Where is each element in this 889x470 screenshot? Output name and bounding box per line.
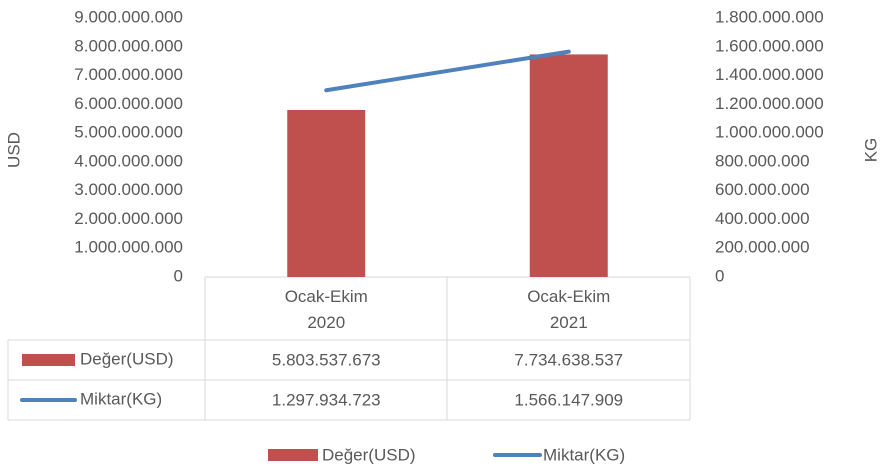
line-series [324,49,571,93]
y-tick-label: 6.000.000.000 [74,94,183,113]
y2-tick-label: 200.000.000 [715,238,810,257]
bar [529,54,608,277]
table-row-label: Miktar(KG) [80,389,162,408]
y2-tick-label: 400.000.000 [715,209,810,228]
y-tick-label: 5.000.000.000 [74,123,183,142]
y2-tick-label: 1.000.000.000 [715,123,824,142]
category-label: Ocak-Ekim 2021 [527,287,611,332]
table-value: 1.297.934.723 [272,390,381,409]
y2-tick-label: 600.000.000 [715,180,810,199]
y2-tick-label: 1.200.000.000 [715,94,824,113]
y-tick-label: 0 [174,266,183,285]
legend-label: Miktar(KG) [543,445,625,464]
y-tick-label: 9.000.000.000 [74,7,183,26]
y-tick-label: 8.000.000.000 [74,36,183,55]
legend-key [268,449,318,461]
y-tick-label: 2.000.000.000 [74,209,183,228]
table-value: 1.566.147.909 [514,390,623,409]
y2-axis-title: KG [861,138,880,163]
y2-tick-label: 1.400.000.000 [715,65,824,84]
table-row-label: Değer(USD) [80,349,174,368]
y-tick-label: 1.000.000.000 [74,238,183,257]
y2-tick-label: 1.800.000.000 [715,7,824,26]
table-legend-key [22,354,75,366]
y2-tick-label: 1.600.000.000 [715,36,824,55]
legend-label: Değer(USD) [322,445,416,464]
table-value: 7.734.638.537 [514,350,623,369]
y-tick-label: 4.000.000.000 [74,151,183,170]
y-tick-label: 7.000.000.000 [74,65,183,84]
y2-tick-label: 800.000.000 [715,151,810,170]
table-value: 5.803.537.673 [272,350,381,369]
y-tick-label: 3.000.000.000 [74,180,183,199]
category-label: Ocak-Ekim 2020 [284,287,368,332]
y2-tick-label: 0 [715,266,724,285]
y-axis-title: USD [4,132,23,168]
bar [287,109,366,277]
